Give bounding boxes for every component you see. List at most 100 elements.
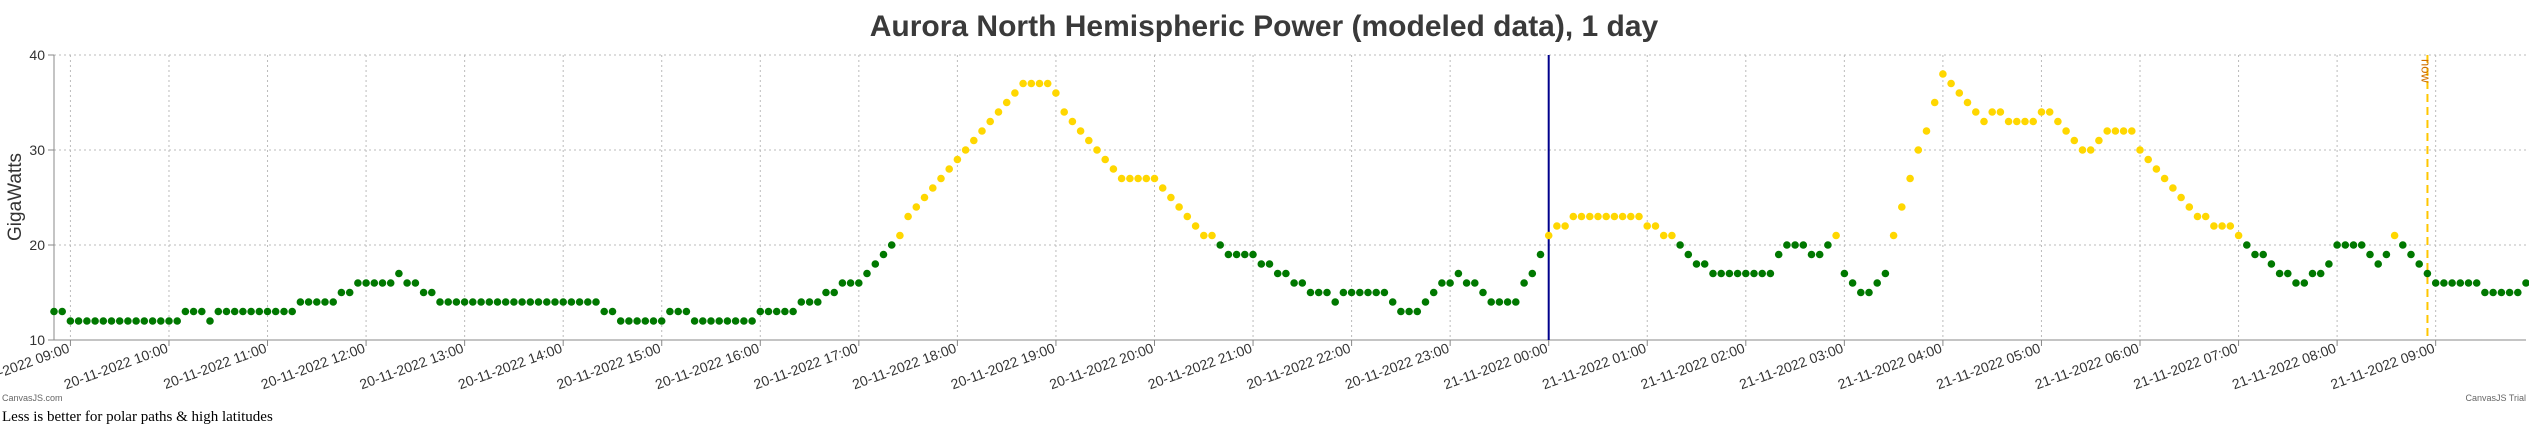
data-point [1553,222,1561,230]
x-tick-label: 20-11-2022 12:00 [259,340,368,393]
data-points [50,70,2529,325]
now-label: now [2418,59,2433,83]
data-point [1972,108,1980,116]
data-point [1758,269,1766,278]
data-point [1889,231,1898,240]
data-point [797,298,806,306]
data-point [2119,127,2128,135]
data-point [846,279,855,287]
data-point [887,241,896,249]
data-point [1577,212,1586,221]
data-point [444,298,453,306]
data-point [501,298,510,306]
data-point [1339,288,1348,297]
data-point [214,307,223,316]
x-tick-label: 20-11-2022 21:00 [1146,340,1255,393]
data-point [1068,117,1077,126]
data-point [1413,307,1422,316]
data-point [1076,127,1085,135]
y-axis-label: GigaWatts [5,153,26,241]
y-tick-label: 30 [29,142,45,158]
data-point [608,307,617,316]
x-tick-label: 21-11-2022 07:00 [2131,340,2240,393]
data-point [1388,298,1397,306]
x-tick-label: 20-11-2022 14:00 [456,340,565,393]
data-point [1101,155,1109,164]
data-point [1807,250,1816,259]
data-point [1158,184,1167,192]
data-point [419,288,428,297]
data-point [1840,269,1849,278]
data-point [961,146,970,154]
data-point [814,298,822,306]
data-point [937,174,945,183]
x-tick-label: 20-11-2022 13:00 [357,340,466,393]
data-point [2086,146,2095,154]
data-point [173,317,181,325]
data-point [1569,212,1578,221]
data-point [2045,108,2054,116]
data-point [1134,174,1142,183]
x-tick-label: 21-11-2022 05:00 [1934,340,2043,393]
x-tick-label: 21-11-2022 01:00 [1540,340,1649,393]
data-point [1495,298,1504,306]
data-point [838,279,847,287]
data-point [641,317,650,325]
data-point [1257,260,1266,268]
data-point [329,298,338,306]
data-point [288,307,297,316]
data-point [1093,146,1101,154]
data-point [2284,269,2292,278]
data-point [1109,165,1118,173]
data-point [1717,269,1725,278]
data-point [1586,212,1594,221]
data-point [1011,89,1019,97]
data-point [2013,117,2021,126]
data-point [1249,250,1257,259]
data-point [493,298,502,306]
data-point [2193,212,2202,221]
data-point [1832,231,1840,240]
data-point [2062,127,2070,135]
data-point [625,317,633,325]
data-point [600,307,608,316]
data-point [2152,165,2161,173]
data-point [2448,279,2456,287]
data-point [206,317,214,325]
x-tick-label: 20-11-2022 20:00 [1047,340,1156,393]
data-point [321,298,329,306]
data-point [1224,250,1233,259]
data-point [1865,288,1873,297]
data-point [2251,250,2259,259]
data-point [534,298,543,306]
data-point [378,279,387,287]
data-point [953,155,962,164]
data-point [2037,108,2046,116]
data-point [2177,193,2185,202]
data-point [748,317,756,325]
x-tick-label: 21-11-2022 03:00 [1737,340,1846,393]
x-tick-label: 20-11-2022 23:00 [1343,340,1452,393]
data-point [395,269,403,278]
data-point [879,250,888,259]
data-point [551,298,559,306]
data-point [1397,307,1405,316]
data-point [789,307,797,316]
data-point [1996,108,2005,116]
data-point [485,298,494,306]
data-point [239,307,247,316]
data-point [2029,117,2037,126]
data-point [436,298,444,306]
data-point [526,298,535,306]
data-point [1405,307,1413,316]
data-point [2160,174,2169,183]
data-point [2078,146,2087,154]
data-point [2070,136,2079,145]
data-point [723,317,732,325]
data-point [1980,117,1988,126]
data-point [2316,269,2325,278]
data-point [2497,288,2506,297]
data-point [682,307,691,316]
